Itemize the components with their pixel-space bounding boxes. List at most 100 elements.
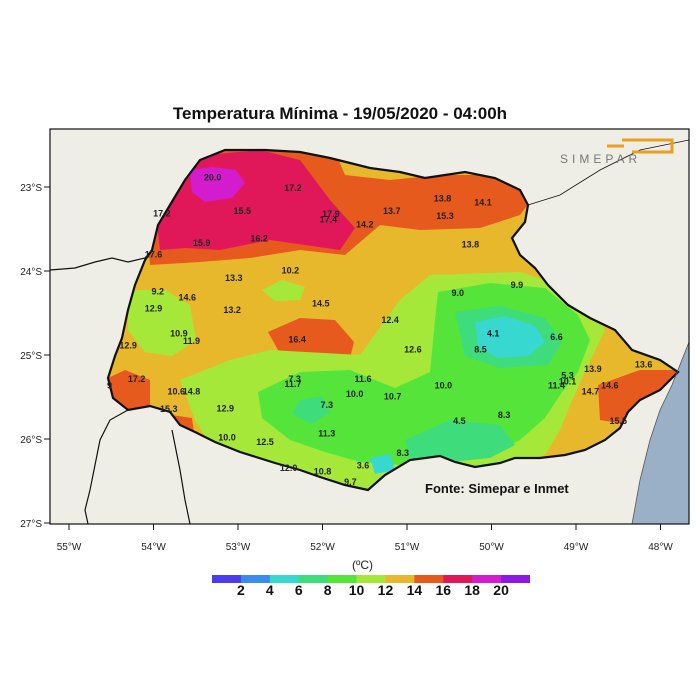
- colorbar-label: 20: [493, 582, 509, 598]
- border-argentina: [84, 409, 129, 524]
- station-value: 10.8: [314, 466, 332, 476]
- colorbar-segment: [212, 575, 242, 583]
- station-value: 7.3: [288, 374, 301, 384]
- station-value: 15.9: [193, 238, 211, 248]
- station-value: 9.2: [151, 287, 164, 297]
- station-value: 4.1: [487, 329, 500, 339]
- station-value: 12.9: [119, 340, 137, 350]
- latitude-label: 24°S: [20, 267, 42, 278]
- colorbar-label: 2: [237, 582, 245, 598]
- station-value: 13.9: [584, 364, 602, 374]
- station-value: 14.8: [183, 386, 201, 396]
- station-value: 6.6: [550, 332, 563, 342]
- station-value: 9.7: [344, 477, 357, 487]
- station-value: 13.6: [635, 360, 653, 370]
- station-value: 13.8: [462, 239, 480, 249]
- colorbar-segment: [501, 575, 530, 583]
- colorbar-segment: [327, 575, 358, 583]
- station-value: 8.3: [498, 410, 511, 420]
- temperature-contours: [108, 150, 678, 490]
- station-value: 9.9: [511, 280, 524, 290]
- logo: [607, 138, 674, 154]
- station-value: 10.2: [282, 266, 300, 276]
- longitude-label: 53°W: [226, 542, 251, 553]
- station-value: 10.7: [384, 392, 402, 402]
- colorbar-segment: [298, 575, 329, 583]
- station-value: 7.3: [320, 400, 333, 410]
- latitude-label: 26°S: [20, 435, 42, 446]
- station-value: 13.3: [225, 273, 243, 283]
- station-value: 8.3: [397, 448, 410, 458]
- station-value: 17.2: [128, 374, 146, 384]
- station-value: 11.9: [183, 336, 200, 346]
- station-value: 11.4: [548, 381, 565, 391]
- station-value: 12.5: [256, 437, 274, 447]
- station-value: 14.2: [356, 219, 374, 229]
- colorbar-label: 10: [348, 582, 365, 598]
- longitude-label: 51°W: [395, 542, 420, 553]
- station-value: 16.2: [250, 234, 268, 244]
- station-value: 12.6: [404, 344, 422, 354]
- station-value: 13.2: [223, 305, 241, 315]
- station-value: 14.1: [474, 197, 492, 207]
- border-paraguay: [50, 249, 153, 271]
- colorbar-label: 8: [323, 582, 332, 598]
- band-4-6: [475, 316, 545, 358]
- station-value: 13.7: [383, 206, 401, 216]
- station-value: 17.4: [320, 214, 338, 224]
- station-value: 10.0: [346, 389, 364, 399]
- band-10-12-small: [262, 280, 305, 301]
- colorbar-label: 12: [377, 582, 394, 598]
- latitude-axis: 23°S 24°S 25°S 26°S 27°S: [20, 183, 50, 530]
- border-sao-paulo: [527, 139, 689, 206]
- colorbar-segment: [443, 575, 473, 583]
- colorbar-segment: [356, 575, 386, 583]
- station-value: 9.0: [451, 288, 464, 298]
- longitude-label: 55°W: [57, 542, 82, 553]
- station-value: 10.0: [435, 381, 453, 391]
- station-value: 20.0: [204, 172, 222, 182]
- station-value: 9: [107, 381, 112, 391]
- unit-label: (ºC): [352, 558, 374, 572]
- station-value: 10.6: [168, 386, 186, 396]
- station-labels: 20.0 17.2 15.5 17.2 17.917.4 13.7 13.8 14.1 15.3…: [107, 172, 652, 487]
- station-value: 12.9: [217, 403, 235, 413]
- station-value: 15.3: [436, 211, 454, 221]
- map-frame: SIMEPAR 20.0 17.2 15.5 17.2 17.917.4 13.7 13.8…: [50, 129, 689, 524]
- colorbar-segment: [472, 575, 502, 583]
- colorbar: [212, 575, 530, 583]
- colorbar-label: 18: [464, 582, 480, 598]
- station-value: 17.2: [284, 183, 302, 193]
- station-value: 4.5: [453, 416, 466, 426]
- colorbar-segment: [240, 575, 271, 583]
- map-border: [49, 128, 690, 525]
- station-value: 11.3: [318, 428, 335, 438]
- band-14-16-west: [108, 370, 150, 410]
- station-value: 11.7: [284, 379, 301, 389]
- map-title: Temperatura Mínima - 19/05/2020 - 04:00h: [172, 104, 508, 123]
- band-14-16-center: [268, 318, 354, 360]
- latitude-label: 25°S: [20, 351, 42, 362]
- band-4-6-south: [370, 454, 395, 474]
- station-value: 11.6: [355, 374, 372, 384]
- longitude-label: 50°W: [479, 542, 504, 553]
- station-value: 8.5: [474, 344, 487, 354]
- longitude-label: 52°W: [310, 542, 335, 553]
- colorbar-label: 16: [435, 582, 452, 598]
- station-value: 3.6: [357, 460, 370, 470]
- band-10-12-west: [128, 290, 196, 356]
- colorbar-segment: [269, 575, 300, 583]
- coastline: [631, 341, 689, 524]
- band-18-20: [190, 167, 245, 202]
- station-value: 12.4: [381, 315, 399, 325]
- band-6-8-south-east: [405, 420, 515, 462]
- station-value: 15.3: [160, 404, 178, 414]
- state-border-parana: [106, 148, 680, 492]
- logo-wordmark: SIMEPAR: [560, 152, 641, 166]
- colorbar-segment: [385, 575, 415, 583]
- source-credit: Fonte: Simepar e Inmet: [425, 481, 569, 496]
- latitude-label: 23°S: [20, 183, 42, 194]
- station-value: 14.7: [582, 386, 600, 396]
- station-value: 5.3: [561, 371, 574, 381]
